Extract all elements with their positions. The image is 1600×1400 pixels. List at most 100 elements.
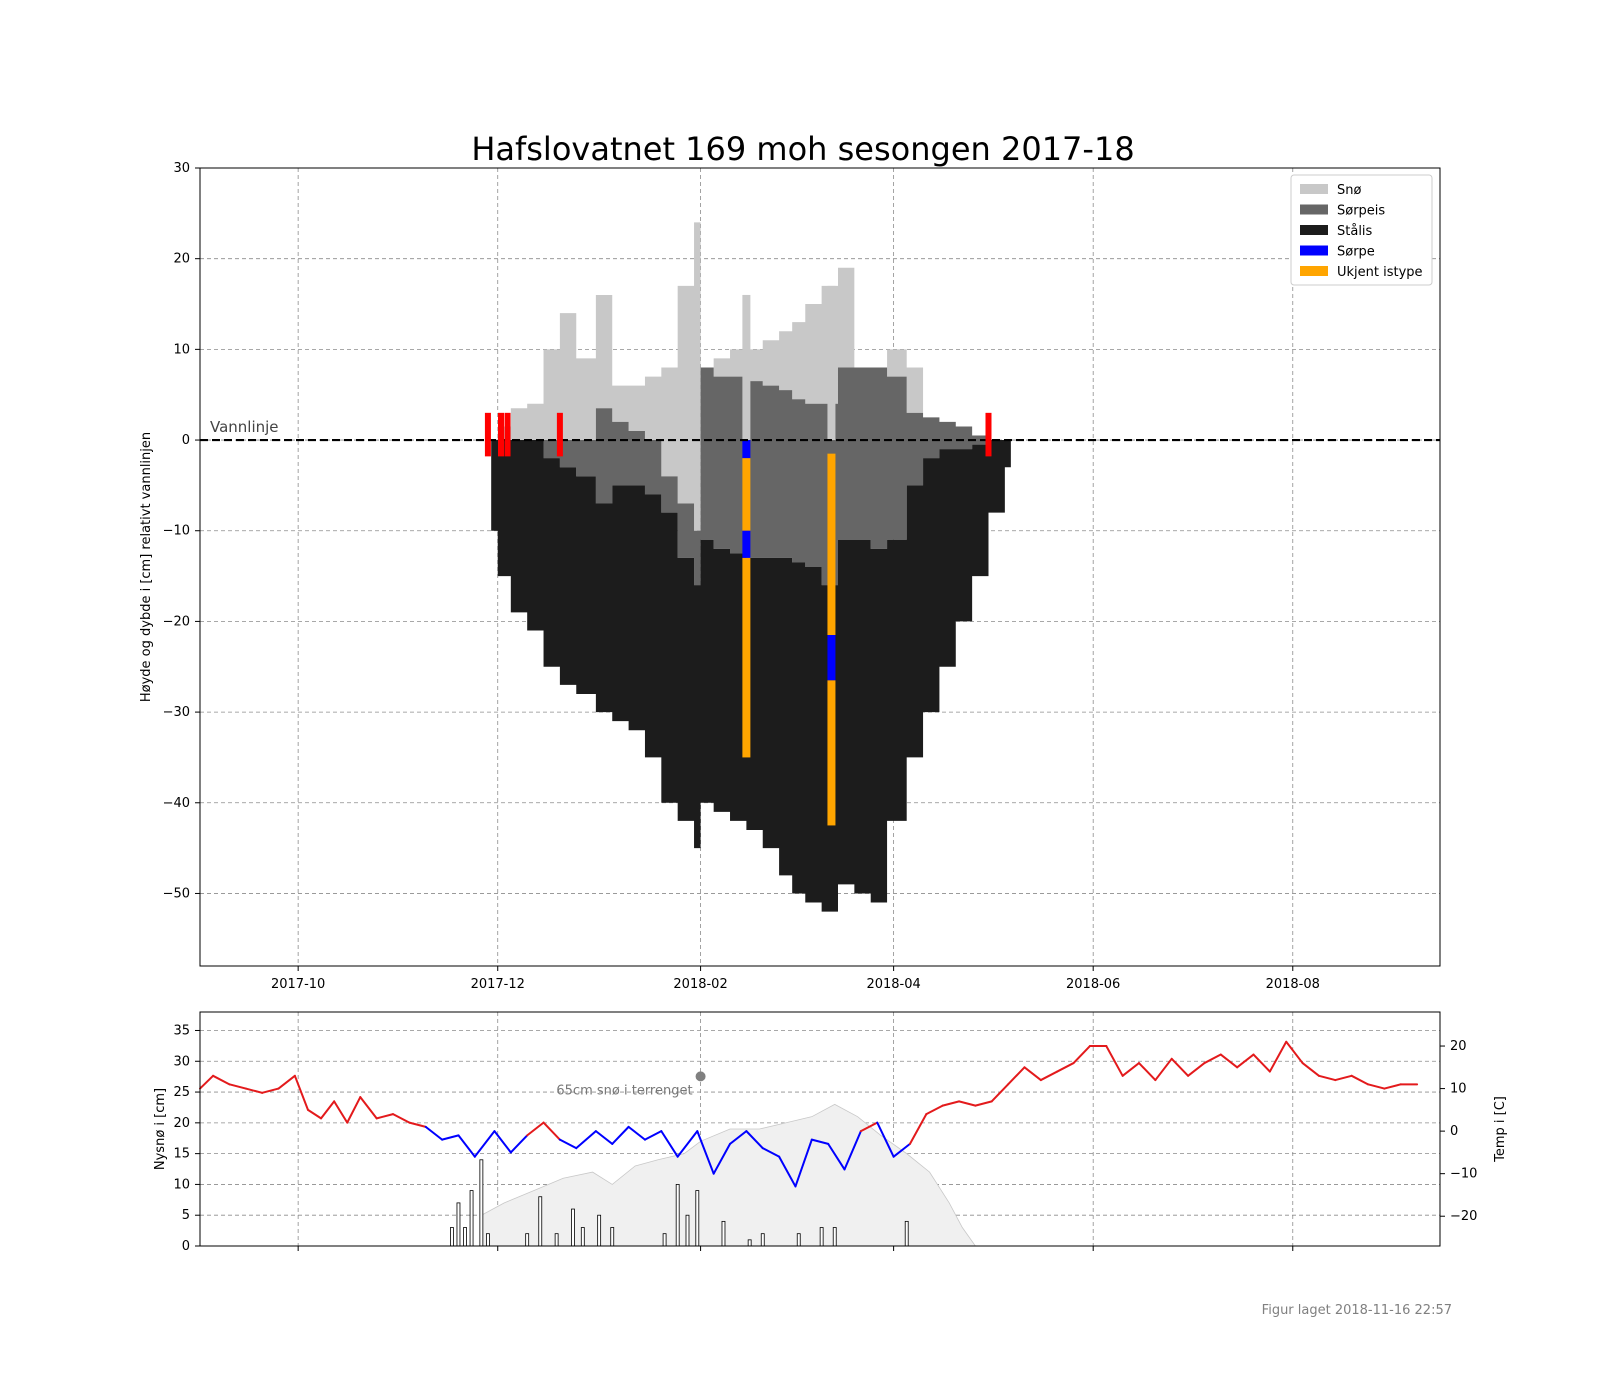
- new-snow-bar: [525, 1233, 530, 1247]
- legend-swatch: [1300, 245, 1328, 256]
- lower-y2-tick-label: 0: [1450, 1124, 1458, 1139]
- new-snow-bar: [760, 1233, 765, 1247]
- main-x-tick-label: 2018-04: [866, 977, 920, 992]
- temperature-segment: [794, 1138, 813, 1188]
- temperature-segment: [594, 1130, 614, 1145]
- temperature-segment: [843, 1130, 862, 1171]
- lower-y2-tick-label: −20: [1450, 1209, 1477, 1224]
- new-snow-bar: [538, 1196, 543, 1247]
- temperature-segment: [408, 1121, 427, 1128]
- temperature-segment: [1367, 1083, 1386, 1090]
- main-y-axis-label: Høyde og dybde i [cm] relativt vannlinje…: [139, 432, 154, 702]
- new-snow-bar: [819, 1227, 824, 1247]
- main-y-tick-label: 0: [182, 433, 190, 448]
- main-x-tick-label: 2017-12: [471, 977, 525, 992]
- main-y-tick-label: −20: [163, 614, 190, 629]
- new-snow-bar: [904, 1220, 909, 1247]
- temperature-segment: [974, 1100, 993, 1107]
- main-overlay: [200, 285, 1440, 826]
- legend-swatch: [1300, 225, 1328, 235]
- profile-segment-unknown: [742, 458, 751, 531]
- temperature-segment: [306, 1108, 323, 1120]
- temperature-segment: [1007, 1066, 1026, 1086]
- temperature-segment: [611, 1125, 630, 1145]
- temperature-segment: [558, 1138, 578, 1150]
- temperature-axis-label: Temp i [C]: [1493, 1096, 1508, 1163]
- new-snow-bar: [456, 1202, 461, 1247]
- temperature-segment: [827, 1142, 846, 1171]
- main-plot-frame: [199, 167, 1441, 967]
- legend-box: [1290, 174, 1433, 286]
- main-y-tick-label: 10: [173, 342, 190, 357]
- temperature-segment: [575, 1130, 597, 1150]
- lower-plot-frame: [199, 1011, 1441, 1247]
- temperature-segment: [676, 1130, 699, 1158]
- legend-label: Snø: [1337, 183, 1361, 198]
- main-y-tick-label: 30: [173, 161, 190, 176]
- temperature-segment: [277, 1074, 296, 1090]
- temperature-segment: [892, 1142, 911, 1158]
- legend-swatch: [1300, 204, 1328, 215]
- temperature-segment: [1252, 1053, 1271, 1073]
- temperature-segment: [1317, 1074, 1337, 1082]
- temperature-segment: [729, 1130, 748, 1145]
- temperature-segment: [1105, 1045, 1124, 1077]
- temperature-segment: [392, 1113, 411, 1124]
- temperature-segment: [424, 1125, 444, 1141]
- temperature-segment: [761, 1147, 781, 1158]
- temperature-segment: [261, 1087, 280, 1094]
- weather-plot: 35 30 25 20 15 10 5 0 20 10 0 −10 −20 Nysnø i [cm] T…: [153, 1011, 1508, 1254]
- temperature-segment: [1154, 1057, 1173, 1082]
- observation-marker: [985, 412, 992, 457]
- profile-snow-bar: [827, 285, 836, 441]
- lower-y2-tick-label: −10: [1450, 1167, 1477, 1182]
- temperature-segment: [1301, 1062, 1320, 1077]
- ice-layers: [491, 222, 1011, 912]
- observation-marker: [504, 412, 511, 457]
- temperature-segment: [212, 1074, 231, 1086]
- legend-swatch: [1300, 266, 1328, 276]
- new-snow-bar: [675, 1184, 680, 1247]
- new-snow-bar: [685, 1214, 690, 1247]
- temperature-segment: [542, 1121, 561, 1141]
- new-snow-bar: [662, 1233, 667, 1247]
- main-x-tick-label: 2018-06: [1066, 977, 1120, 992]
- lower-y-tick-label: 0: [182, 1239, 190, 1254]
- profile-segment-slush: [742, 530, 751, 558]
- temperature-segment: [509, 1134, 529, 1154]
- new-snow-bar: [479, 1159, 484, 1247]
- new-snow-bar: [721, 1220, 726, 1247]
- legend: Snø Sørpeis Stålis Sørpe Ukjent istype: [1290, 174, 1433, 286]
- legend-label: Sørpeis: [1337, 204, 1385, 219]
- temperature-segment: [375, 1113, 395, 1120]
- observation-marker: [556, 412, 563, 457]
- main-y-tick-label: 20: [173, 252, 190, 267]
- temperature-segment: [627, 1125, 646, 1141]
- temperature-segment: [320, 1100, 336, 1120]
- temperature-segment: [643, 1130, 663, 1141]
- temperature-segment: [1187, 1062, 1206, 1077]
- temperature-segment: [990, 1083, 1010, 1103]
- weather-series: [199, 1040, 1419, 1247]
- main-y-tick-label: −50: [163, 886, 190, 901]
- main-y-tick-label: −40: [163, 796, 190, 811]
- observation-marker: [498, 412, 505, 457]
- new-snow-bar: [597, 1214, 602, 1247]
- temperature-segment: [1121, 1062, 1140, 1077]
- black-ice-layer: [491, 440, 1011, 912]
- legend-label: Ukjent istype: [1337, 265, 1423, 280]
- profile-segment-unknown: [827, 680, 836, 826]
- temperature-segment: [1236, 1053, 1255, 1069]
- legend-label: Stålis: [1337, 224, 1373, 239]
- temperature-segment: [1203, 1053, 1222, 1065]
- temperature-segment: [228, 1083, 247, 1090]
- profile-segment-slush: [827, 635, 836, 681]
- temperature-segment: [1072, 1045, 1091, 1065]
- profile-segment-unknown: [827, 453, 836, 636]
- lower-y-tick-label: 15: [173, 1147, 190, 1162]
- new-snow-bar: [610, 1227, 615, 1247]
- lower-y2-tick-label: 10: [1450, 1082, 1467, 1097]
- temperature-segment: [712, 1142, 732, 1175]
- temperature-segment: [244, 1087, 264, 1094]
- temperature-segment: [199, 1074, 215, 1090]
